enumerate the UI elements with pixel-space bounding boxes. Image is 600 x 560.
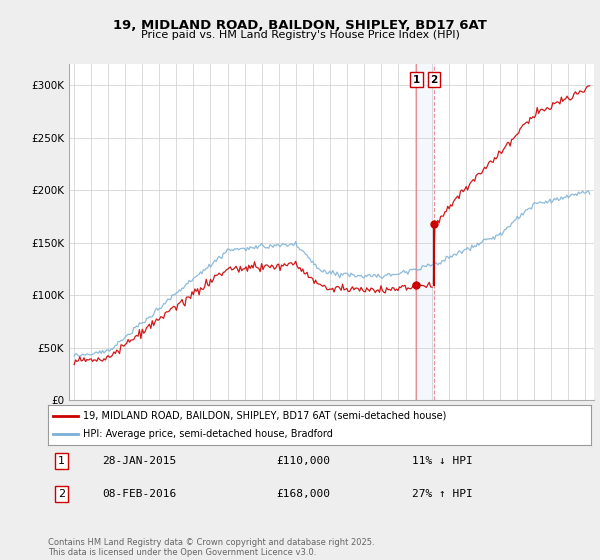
Text: 2: 2 [430, 74, 438, 85]
Text: 19, MIDLAND ROAD, BAILDON, SHIPLEY, BD17 6AT: 19, MIDLAND ROAD, BAILDON, SHIPLEY, BD17… [113, 18, 487, 32]
Text: 28-JAN-2015: 28-JAN-2015 [103, 456, 176, 466]
Text: Price paid vs. HM Land Registry's House Price Index (HPI): Price paid vs. HM Land Registry's House … [140, 30, 460, 40]
Text: Contains HM Land Registry data © Crown copyright and database right 2025.
This d: Contains HM Land Registry data © Crown c… [48, 538, 374, 557]
Text: 08-FEB-2016: 08-FEB-2016 [103, 489, 176, 500]
Text: 1: 1 [58, 456, 65, 466]
Text: 27% ↑ HPI: 27% ↑ HPI [412, 489, 473, 500]
Text: 1: 1 [413, 74, 420, 85]
Text: HPI: Average price, semi-detached house, Bradford: HPI: Average price, semi-detached house,… [83, 430, 333, 439]
Text: £168,000: £168,000 [276, 489, 330, 500]
Text: 2: 2 [58, 489, 65, 500]
Text: 19, MIDLAND ROAD, BAILDON, SHIPLEY, BD17 6AT (semi-detached house): 19, MIDLAND ROAD, BAILDON, SHIPLEY, BD17… [83, 411, 446, 421]
Bar [416, 64, 434, 400]
Text: £110,000: £110,000 [276, 456, 330, 466]
Text: 11% ↓ HPI: 11% ↓ HPI [412, 456, 473, 466]
